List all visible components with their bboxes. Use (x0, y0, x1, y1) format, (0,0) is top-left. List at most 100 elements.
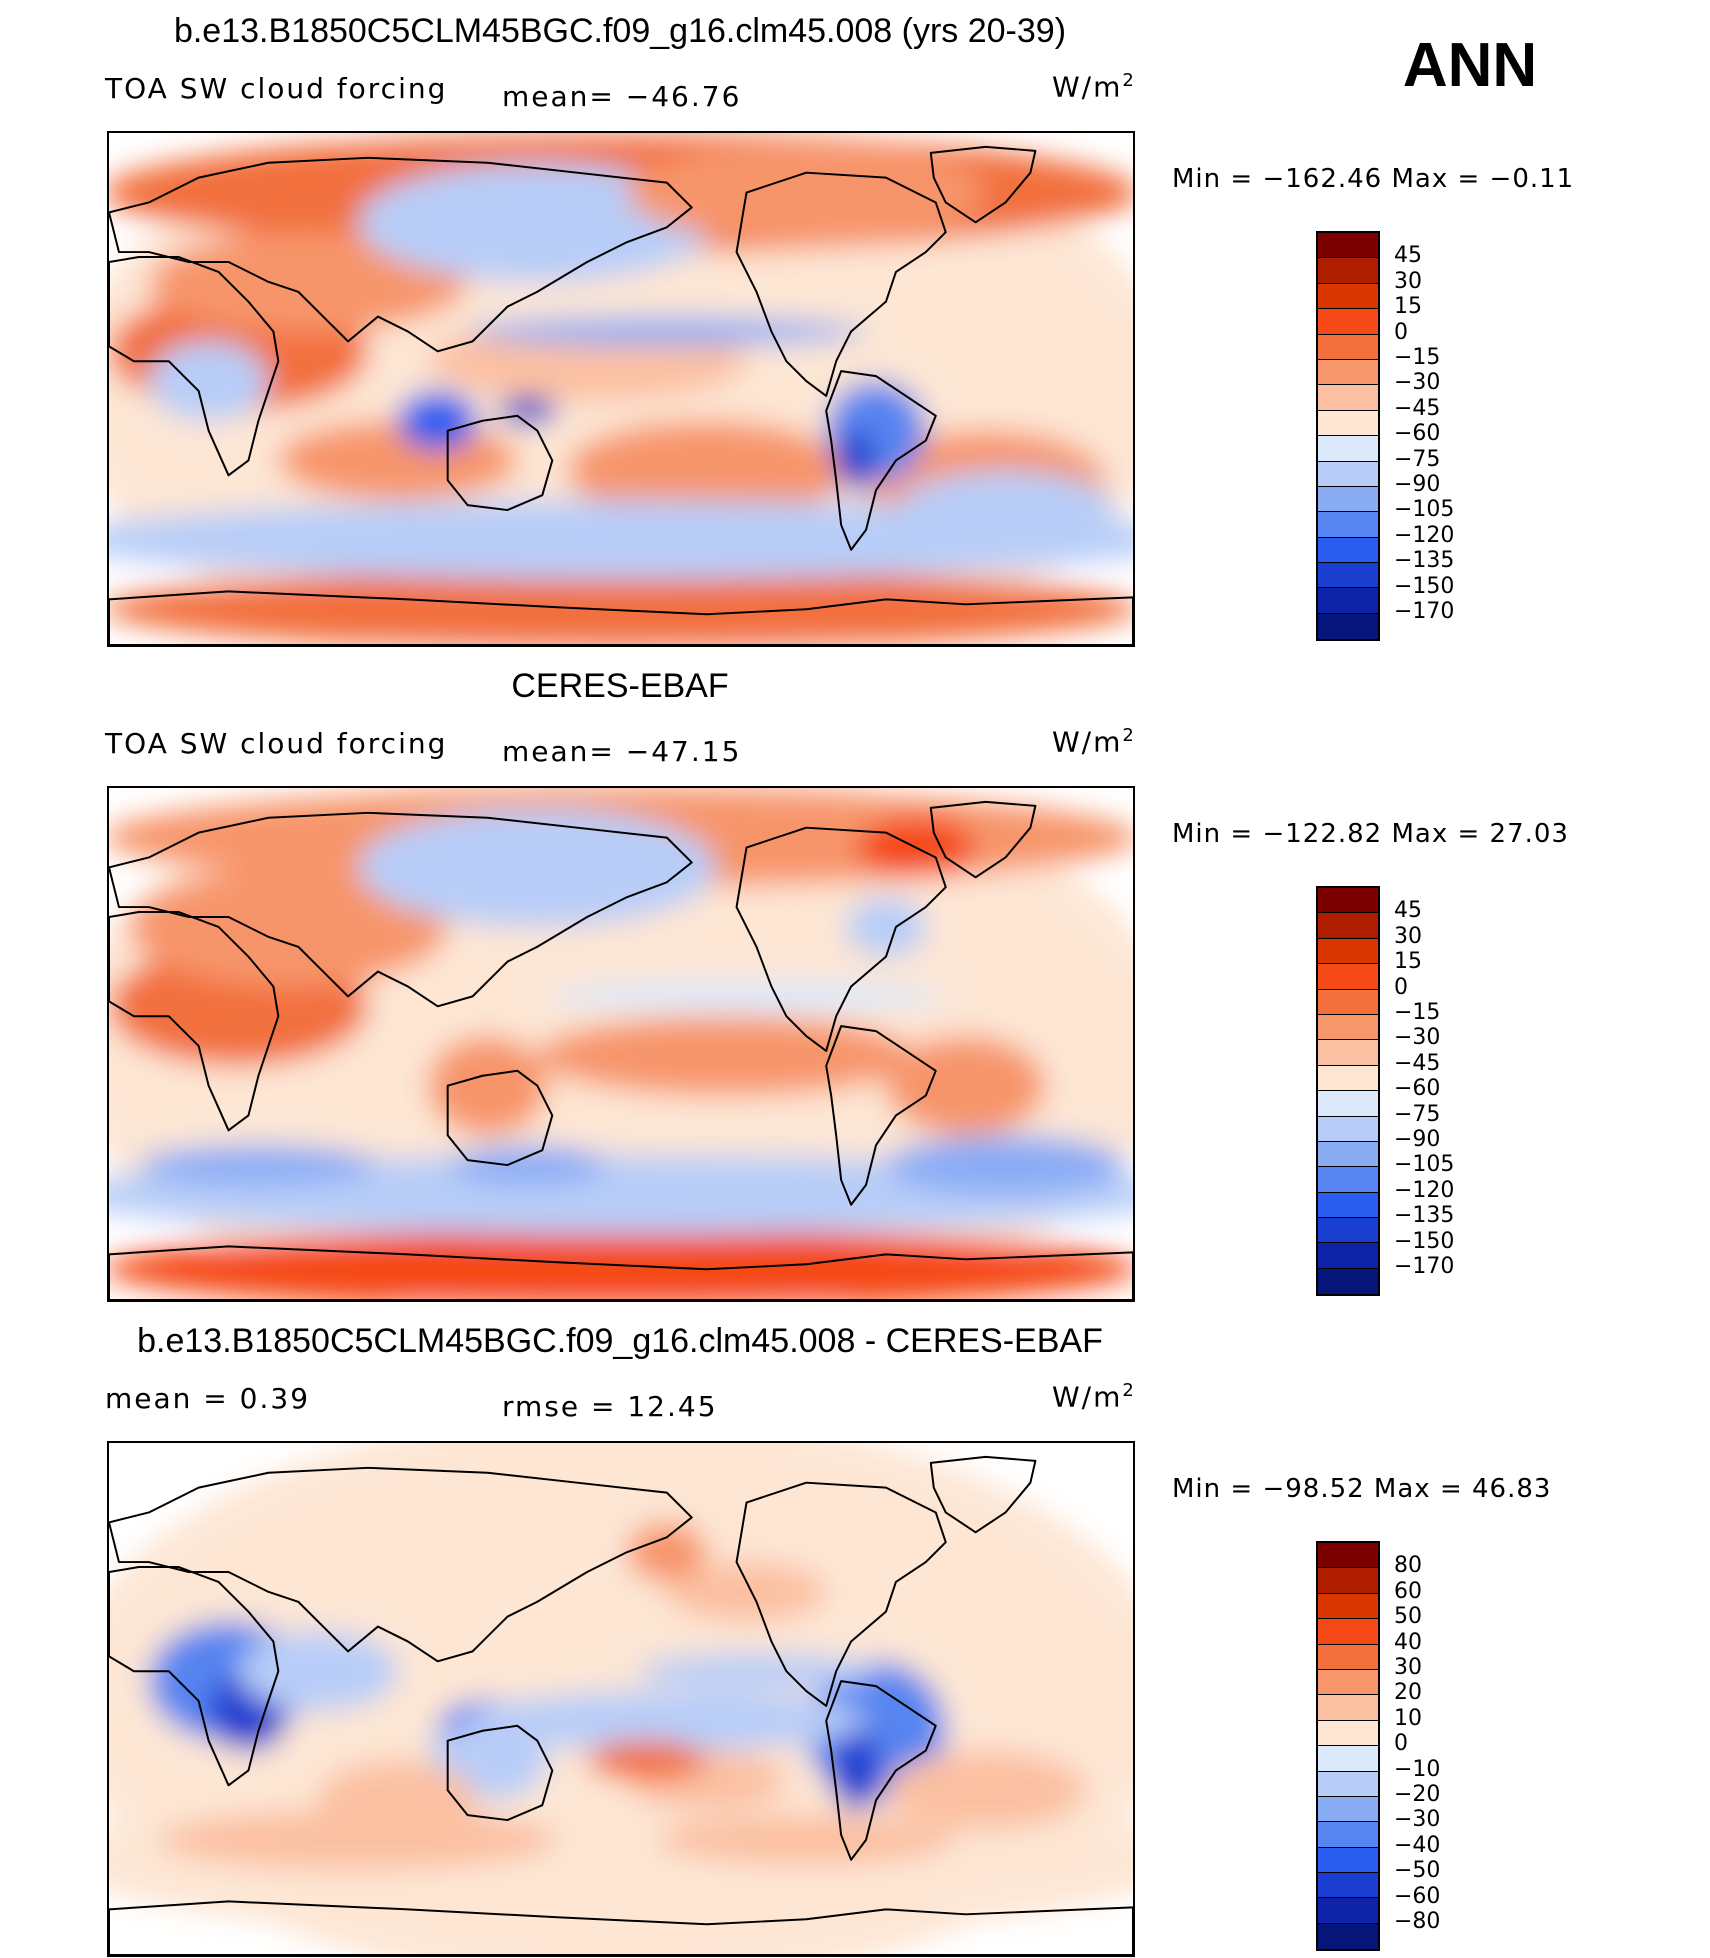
colorbar-swatch (1318, 888, 1378, 914)
left-label: TOA SW cloud forcing (105, 727, 448, 760)
colorbar-swatch (1318, 1644, 1378, 1670)
colorbar-swatch (1318, 1543, 1378, 1569)
map-panel (107, 131, 1135, 647)
field-region (138, 1145, 378, 1185)
field-region (885, 1750, 1086, 1830)
coastlines (109, 800, 1133, 1300)
colorbar-swatch (1318, 613, 1378, 640)
field-region (109, 1155, 1133, 1235)
field-region (238, 1631, 398, 1711)
min-max-label: Min = −98.52 Max = 46.83 (1172, 1474, 1552, 1504)
field-region (467, 317, 867, 346)
panel-title: CERES-EBAF (511, 667, 729, 705)
colorbar-swatch (1318, 334, 1378, 360)
field-region (626, 142, 986, 243)
coastlines (109, 145, 1133, 645)
coastline-antarctica (109, 590, 1133, 645)
coastline-eurasia (109, 811, 693, 1008)
colorbar (1316, 886, 1380, 1297)
colorbar-tick-label: −75 (1394, 446, 1441, 472)
field-region (109, 500, 1133, 580)
colorbar-tick-label: −20 (1394, 1782, 1441, 1807)
colorbar-tick-label: −90 (1394, 472, 1441, 497)
colorbar-tick-label: 0 (1394, 1731, 1408, 1757)
field-region (831, 1730, 881, 1811)
colorbar-swatch (1318, 1040, 1378, 1066)
colorbar-swatch (1318, 1822, 1378, 1848)
field-region (885, 1135, 1126, 1195)
colorbar-tick-label: −30 (1394, 1025, 1441, 1051)
map-panel (107, 786, 1135, 1302)
field-region (567, 420, 847, 520)
colorbar-swatch (1318, 1243, 1378, 1269)
colorbar-tick-label: −120 (1394, 522, 1455, 548)
field-region (278, 420, 518, 501)
colorbar-swatch (1318, 1593, 1378, 1620)
colorbar-tick-label: −45 (1394, 1050, 1441, 1076)
field-region (128, 867, 448, 987)
colorbar-swatch (1318, 385, 1378, 411)
colorbar-swatch (1318, 1923, 1378, 1950)
coastline-greenland (929, 800, 1037, 879)
field-region (467, 1691, 867, 1751)
field-region (895, 470, 1116, 550)
field-region (427, 1036, 548, 1136)
colorbar-tick-label: −90 (1394, 1127, 1441, 1152)
colorbar-swatch (1318, 1847, 1378, 1874)
units-exponent: 2 (1122, 725, 1134, 746)
coastline-samerica (825, 1680, 937, 1861)
coastline-antarctica (109, 1900, 1133, 1955)
panel-title: b.e13.B1850C5CLM45BGC.f09_g16.clm45.008 … (173, 12, 1067, 50)
field-region (109, 569, 1133, 645)
field-region (397, 390, 478, 451)
colorbar-tick-label: −15 (1394, 345, 1441, 370)
coastline-africa (109, 911, 280, 1132)
colorbar-tick-label: 60 (1394, 1578, 1422, 1604)
colorbar-swatch (1318, 1695, 1378, 1721)
colorbar-tick-label: −135 (1394, 548, 1455, 574)
colorbar-tick-label: 15 (1394, 294, 1422, 320)
colorbar-tick-label: 80 (1394, 1553, 1422, 1579)
colorbar-tick-label: −40 (1394, 1832, 1441, 1858)
coastline-australia (446, 1724, 554, 1822)
colorbar-tick-label: −170 (1394, 599, 1455, 624)
colorbar (1316, 231, 1380, 642)
min-max-label: Min = −162.46 Max = −0.11 (1172, 164, 1575, 194)
colorbar-swatch (1318, 1873, 1378, 1899)
colorbar-tick-label: 50 (1394, 1604, 1422, 1630)
colorbar-tick-label: 45 (1394, 243, 1422, 269)
colorbar-tick-label: 20 (1394, 1680, 1422, 1706)
colorbar-tick-label: −135 (1394, 1203, 1455, 1229)
colorbar-tick-label: −45 (1394, 395, 1441, 421)
field-region (636, 1653, 877, 1690)
field-region (497, 396, 558, 425)
field-layer (109, 133, 1133, 645)
colorbar-swatch (1318, 1167, 1378, 1193)
colorbar-swatch (1318, 563, 1378, 589)
coastline-africa (109, 1566, 280, 1787)
colorbar-tick-label: −120 (1394, 1177, 1455, 1203)
colorbar-swatch (1318, 1192, 1378, 1219)
field-region (447, 1145, 608, 1185)
colorbar-swatch (1318, 461, 1378, 487)
colorbar-tick-label: −60 (1394, 421, 1441, 447)
colorbar-tick-label: −30 (1394, 370, 1441, 396)
colorbar-swatch (1318, 1771, 1378, 1797)
colorbar-tick-label: 30 (1394, 1655, 1422, 1680)
left-label: mean = 0.39 (105, 1382, 311, 1415)
colorbar-tick-label: −10 (1394, 1756, 1441, 1782)
units-exponent: 2 (1122, 70, 1134, 91)
coastline-eurasia (109, 156, 693, 353)
colorbar-swatch (1318, 1898, 1378, 1924)
coastline-samerica (825, 370, 937, 551)
colorbar-swatch (1318, 1268, 1378, 1295)
colorbar-swatch (1318, 1091, 1378, 1117)
map-svg (109, 133, 1133, 645)
colorbar-swatch (1318, 1141, 1378, 1168)
colorbar-tick-label: −80 (1394, 1909, 1441, 1934)
field-region (626, 1522, 707, 1582)
colorbar-tick-label: 30 (1394, 268, 1422, 294)
colorbar-tick-label: 10 (1394, 1705, 1422, 1731)
left-label: TOA SW cloud forcing (105, 72, 448, 105)
field-region (836, 430, 877, 491)
